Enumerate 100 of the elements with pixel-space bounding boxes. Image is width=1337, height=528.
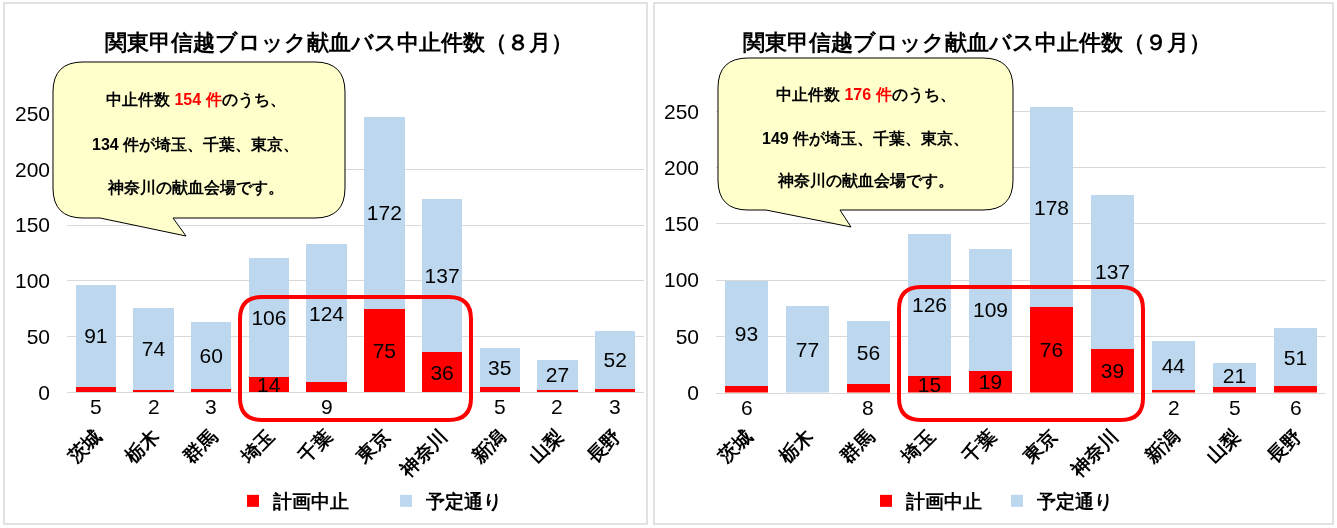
x-tick-label: 茨城 (713, 425, 757, 469)
bar (908, 234, 951, 376)
data-label: 8 (862, 396, 874, 419)
y-tick-label: 200 (14, 157, 50, 181)
y-tick-label: 150 (14, 213, 50, 237)
bar (725, 385, 768, 393)
data-label: 3 (205, 395, 217, 418)
x-tick-label: 埼玉 (896, 425, 940, 469)
bar (969, 248, 1012, 372)
x-tick-label: 長野 (1262, 425, 1306, 469)
data-label: 51 (1283, 345, 1308, 369)
y-tick-label: 50 (675, 324, 699, 348)
text: 中止件数 176 件のうち、 (776, 86, 956, 104)
bar (1274, 328, 1317, 386)
data-label: 178 (1033, 195, 1070, 219)
data-label: 6 (741, 396, 753, 419)
data-label: 5 (494, 395, 506, 418)
legend-label: 予定通り (425, 491, 502, 513)
x-tick-label: 新潟 (1140, 425, 1184, 469)
data-label: 109 (972, 298, 1009, 322)
y-tick-label: 250 (663, 99, 699, 123)
data-label: 3 (609, 395, 621, 418)
x-tick-label: 長野 (582, 425, 625, 468)
bar (847, 320, 890, 384)
data-label: 60 (199, 343, 223, 367)
bar (191, 321, 232, 389)
bar (1152, 390, 1195, 393)
y-tick-label: 100 (14, 269, 50, 293)
bar (1274, 385, 1317, 393)
data-label: 6 (1290, 396, 1302, 419)
x-tick-label: 東京 (351, 425, 394, 468)
data-label: 56 (856, 340, 881, 364)
x-tick-label: 群馬 (835, 425, 879, 469)
x-tick-label: 千葉 (293, 425, 337, 468)
bar (248, 258, 290, 377)
y-tick-label: 250 (14, 101, 50, 125)
data-label: 14 (257, 372, 281, 396)
bar (133, 389, 174, 393)
data-label: 137 (424, 264, 460, 288)
x-tick-label: 山梨 (525, 425, 567, 467)
annotation: 134 件が埼玉、千葉、東京、 (92, 136, 300, 153)
x-tick-label: 群馬 (178, 425, 221, 468)
x-tick-label: 栃木 (120, 424, 164, 468)
data-label: 2 (1168, 396, 1180, 419)
bar (537, 389, 578, 393)
data-label: 15 (917, 372, 942, 396)
text: 中止件数 154 件のうち、 (106, 91, 286, 109)
bar (594, 330, 636, 389)
y-tick-label: 50 (26, 324, 50, 348)
bar (725, 281, 768, 386)
data-label: 27 (545, 363, 570, 387)
data-label: 172 (366, 201, 402, 225)
data-label: 75 (372, 338, 397, 362)
data-label: 106 (251, 306, 287, 330)
x-tick-label: 新潟 (466, 425, 510, 468)
data-label: 76 (1039, 338, 1064, 362)
data-label: 9 (321, 395, 333, 418)
data-label: 77 (795, 337, 820, 361)
x-tick-label: 千葉 (957, 425, 1001, 469)
y-tick-label: 200 (663, 155, 699, 179)
data-label: 124 (308, 301, 345, 325)
annotation: 神奈川の献血会場です。 (107, 179, 284, 197)
data-label: 74 (141, 337, 166, 361)
bar (786, 305, 829, 393)
chart-title: 関東甲信越ブロック献血バス中止件数（９月） (743, 30, 1211, 55)
legend-label: 計画中止 (905, 491, 982, 513)
data-label: 44 (1161, 354, 1186, 378)
bar (1091, 194, 1134, 349)
annotation: 149 件が埼玉、千葉、東京、 (762, 130, 970, 147)
x-tick-label: 山梨 (1202, 425, 1245, 468)
y-tick-label: 0 (38, 380, 50, 404)
bar (1030, 106, 1073, 308)
data-label: 2 (551, 395, 563, 418)
bar (1030, 307, 1073, 393)
bar (306, 382, 347, 393)
bar (75, 285, 117, 387)
bar (306, 243, 347, 383)
x-tick-label: 茨城 (62, 425, 106, 468)
x-tick-label: 埼玉 (236, 425, 279, 468)
bar (421, 199, 463, 353)
data-label: 93 (734, 322, 759, 346)
annotation: 神奈川の献血会場です。 (777, 172, 954, 190)
y-tick-label: 150 (663, 212, 699, 236)
x-tick-label: 東京 (1018, 425, 1062, 469)
y-tick-label: 100 (663, 268, 699, 292)
data-label: 36 (430, 360, 454, 384)
data-label: 39 (1100, 359, 1125, 383)
x-tick-label: 栃木 (774, 424, 818, 469)
bar (537, 359, 578, 390)
data-label: 21 (1222, 363, 1247, 387)
data-label: 52 (603, 348, 627, 372)
bar (364, 308, 405, 393)
data-label: 19 (978, 370, 1003, 394)
bar (847, 383, 890, 393)
data-label: 5 (90, 395, 102, 418)
x-tick-label: 神奈川 (1066, 425, 1123, 482)
data-label: 137 (1094, 260, 1131, 284)
data-label: 2 (148, 395, 160, 418)
x-tick-label: 神奈川 (395, 425, 452, 482)
y-tick-label: 0 (687, 380, 699, 404)
